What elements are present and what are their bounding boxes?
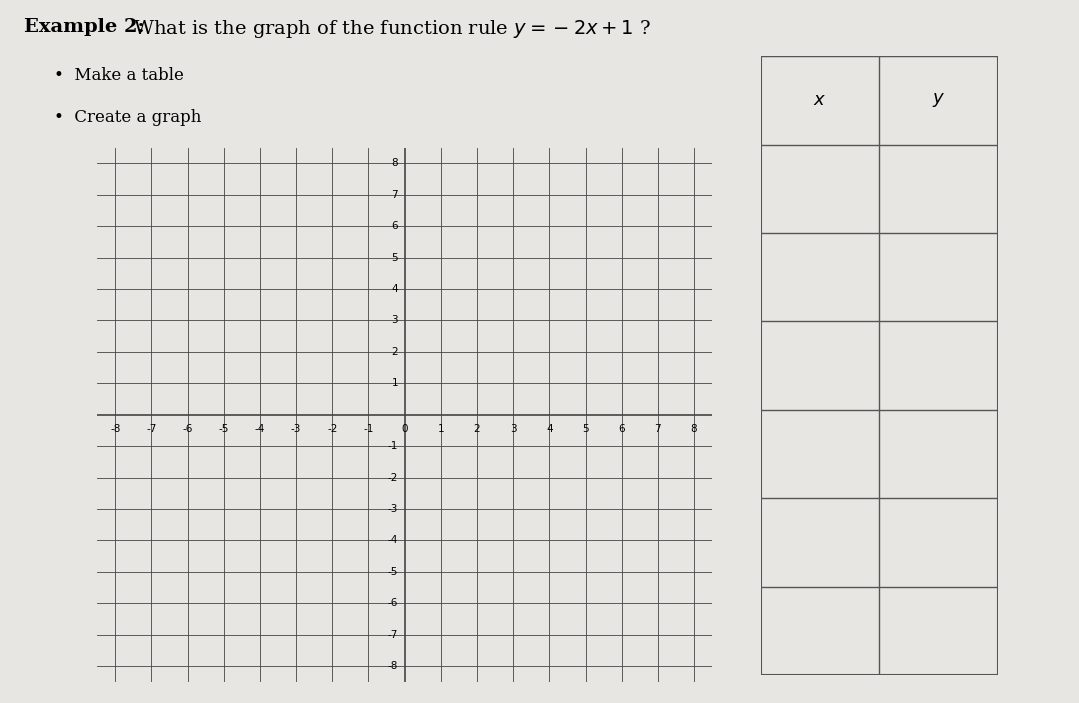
Text: 1: 1 — [437, 424, 445, 434]
Text: 3: 3 — [392, 316, 398, 325]
Text: 6: 6 — [392, 221, 398, 231]
Text: 7: 7 — [655, 424, 661, 434]
Text: 3: 3 — [510, 424, 517, 434]
Text: 2: 2 — [474, 424, 480, 434]
Text: •  Create a graph: • Create a graph — [54, 109, 202, 126]
Text: 8: 8 — [392, 158, 398, 168]
Text: -7: -7 — [146, 424, 156, 434]
Text: -2: -2 — [327, 424, 338, 434]
Text: -8: -8 — [387, 662, 398, 671]
Text: •  Make a table: • Make a table — [54, 67, 183, 84]
Text: Example 2:: Example 2: — [24, 18, 145, 36]
Text: -6: -6 — [387, 598, 398, 608]
Text: 7: 7 — [392, 190, 398, 200]
Text: -4: -4 — [255, 424, 265, 434]
Text: 4: 4 — [392, 284, 398, 294]
Text: $x$: $x$ — [814, 91, 827, 110]
Text: 2: 2 — [392, 347, 398, 357]
Text: -5: -5 — [387, 567, 398, 577]
Text: 1: 1 — [392, 378, 398, 388]
Text: 4: 4 — [546, 424, 552, 434]
Text: -7: -7 — [387, 630, 398, 640]
Text: -8: -8 — [110, 424, 121, 434]
Text: -2: -2 — [387, 472, 398, 483]
Text: -1: -1 — [387, 441, 398, 451]
Text: What is the graph of the function rule $y = -2x + 1$ ?: What is the graph of the function rule $… — [127, 18, 652, 39]
Text: 5: 5 — [583, 424, 589, 434]
Text: 5: 5 — [392, 252, 398, 263]
Text: 0: 0 — [401, 424, 408, 434]
Text: -4: -4 — [387, 536, 398, 546]
Text: -3: -3 — [291, 424, 301, 434]
Text: 8: 8 — [691, 424, 697, 434]
Text: -3: -3 — [387, 504, 398, 514]
Text: $y$: $y$ — [932, 91, 945, 110]
Text: -6: -6 — [182, 424, 193, 434]
Text: -5: -5 — [219, 424, 229, 434]
Text: 6: 6 — [618, 424, 625, 434]
Text: -1: -1 — [364, 424, 373, 434]
